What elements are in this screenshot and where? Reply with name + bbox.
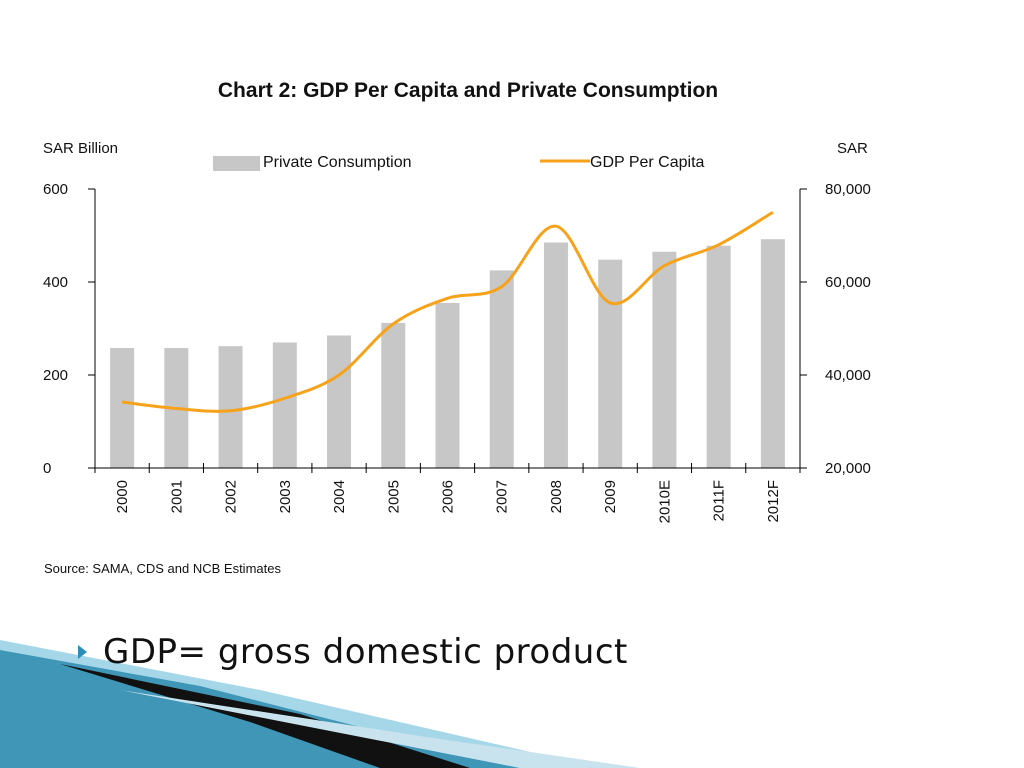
line-gdp-per-capita [121,210,774,413]
category-label-2011F: 2011F [711,480,728,521]
category-label-2005: 2005 [385,480,402,513]
category-label-2012F: 2012F [765,480,782,523]
right-tick-label: 80,000 [825,181,871,198]
bar-2006 [435,302,460,468]
right-tick-label: 60,000 [825,274,871,291]
bar-2005 [381,322,406,468]
legend: Private Consumption GDP Per Capita [213,154,705,171]
category-label-2003: 2003 [277,480,294,513]
right-tick-label: 20,000 [825,460,871,477]
right-tick-label: 40,000 [825,367,871,384]
category-label-2002: 2002 [223,480,240,513]
category-label-2010E: 2010E [656,480,673,523]
bar-2011F [706,245,731,468]
category-label-2006: 2006 [440,480,457,513]
left-tick-label: 400 [43,274,68,291]
bar-2007 [489,270,514,468]
category-label-2008: 2008 [548,480,565,513]
category-label-2007: 2007 [494,480,511,513]
left-tick-label: 200 [43,367,68,384]
category-label-2000: 2000 [114,480,131,513]
chart: Chart 2: GDP Per Capita and Private Cons… [43,79,871,576]
legend-swatch-private-consumption [213,156,260,171]
category-label-2001: 2001 [168,480,185,513]
plot-area: 0 200 400 600 20,000 40,000 60,000 80,000 2000 20… [43,181,871,523]
bar-2000 [110,348,135,468]
bar-2004 [327,335,352,468]
category-label-2004: 2004 [331,480,348,513]
bar-2008 [543,242,568,468]
bullet-text: GDP= gross domestic product [103,632,628,672]
left-axis-unit: SAR Billion [43,140,118,157]
bar-2009 [598,259,623,468]
chart-source: Source: SAMA, CDS and NCB Estimates [44,561,281,576]
bullet-point: GDP= gross domestic product [78,632,628,672]
bar-2010E [652,251,677,468]
legend-label-private-consumption: Private Consumption [263,154,412,171]
bar-2002 [218,346,243,468]
decor-light-wave [0,640,600,768]
bar-2003 [272,342,297,468]
right-axis-unit: SAR [837,140,868,157]
left-tick-label: 600 [43,181,68,198]
bar-2012F [760,239,785,468]
legend-label-gdp-per-capita: GDP Per Capita [590,154,705,171]
bullet-arrow-icon [78,645,87,659]
chart-title: Chart 2: GDP Per Capita and Private Cons… [218,79,718,102]
category-label-2009: 2009 [602,480,619,513]
left-tick-label: 0 [43,460,51,477]
